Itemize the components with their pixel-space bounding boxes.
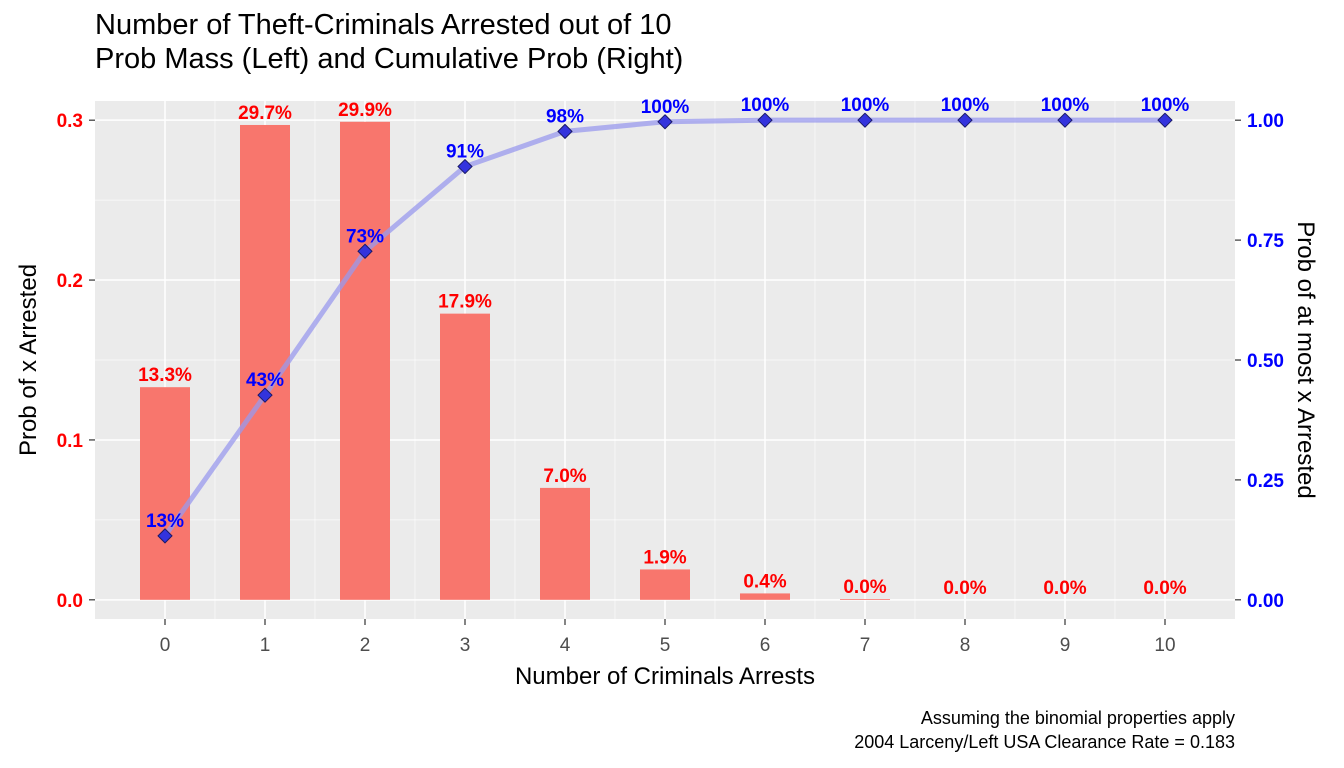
cumulative-point: [557, 123, 573, 140]
bar: [840, 599, 890, 600]
y-tick-label: 0.0: [57, 591, 83, 612]
bar-value-label: 7.0%: [543, 466, 586, 487]
bar-value-label: 0.0%: [1143, 578, 1186, 599]
bar-value-label: 0.0%: [943, 578, 986, 599]
cumulative-point: [157, 528, 173, 544]
cumulative-point: [657, 114, 673, 130]
y-tick-label: 0.3: [57, 111, 83, 132]
chart-caption: Assuming the binomial properties apply 2…: [854, 706, 1235, 754]
y2-tick-label: 1.00: [1247, 111, 1284, 132]
bar: [740, 593, 790, 600]
chart-title-line-2: Prob Mass (Left) and Cumulative Prob (Ri…: [95, 43, 684, 75]
cumulative-value-label: 100%: [841, 95, 890, 116]
x-tick-label: 7: [860, 635, 871, 656]
bar-value-label: 13.3%: [138, 365, 192, 386]
cumulative-point: [757, 112, 773, 128]
x-tick-label: 3: [460, 635, 471, 656]
caption-line-1: Assuming the binomial properties apply: [920, 708, 1235, 728]
x-tick-label: 1: [260, 635, 271, 656]
cumulative-value-label: 91%: [446, 142, 484, 163]
x-tick-label: 5: [660, 635, 671, 656]
y-tick-label: 0.2: [57, 271, 83, 292]
cumulative-point: [857, 112, 873, 128]
bar: [540, 487, 590, 600]
bar-labels: 13.3% 29.7% 29.9% 17.9% 7.0% 1.9% 0.4% 0.0% 0.0%…: [138, 100, 1187, 599]
cumulative-value-label: 100%: [1041, 95, 1090, 116]
y2-tick-label: 0.00: [1247, 591, 1284, 612]
bar-value-label: 0.4%: [743, 571, 786, 592]
cumulative-value-label: 100%: [641, 97, 690, 118]
cumulative-value-label: 100%: [941, 95, 990, 116]
cumulative-value-label: 13%: [146, 511, 184, 532]
bar-value-label: 1.9%: [643, 547, 686, 568]
bar-value-label: 0.0%: [1043, 578, 1086, 599]
cumulative-point: [457, 158, 473, 175]
cumulative-point: [257, 387, 273, 403]
x-axis-title: Number of Criminals Arrests: [515, 663, 815, 690]
bar-value-label: 29.7%: [238, 103, 292, 124]
chart-title: Number of Theft-Criminals Arrested out o…: [95, 8, 683, 76]
bar-value-label: 17.9%: [438, 292, 492, 313]
x-tick-label: 10: [1154, 635, 1175, 656]
bar-value-label: 0.0%: [843, 577, 886, 598]
bar: [240, 124, 290, 600]
x-tick-label: 8: [960, 635, 971, 656]
x-tick-label: 2: [360, 635, 371, 656]
caption-line-2: 2004 Larceny/Left USA Clearance Rate = 0…: [854, 732, 1235, 752]
x-tick-label: 4: [560, 635, 571, 656]
axes: 0.0 0.1 0.2 0.3 0.00 0.25 0.50 0.75 1.00 0 1 2 3 4 5 6 7…: [57, 111, 1285, 656]
bars: [140, 121, 890, 600]
x-tick-label: 9: [1060, 635, 1071, 656]
bar: [140, 387, 190, 600]
cumulative-labels: 13% 43% 73% 91% 98% 100% 100% 100% 100% 100% 100%: [146, 95, 1189, 532]
cumulative-value-label: 100%: [741, 95, 790, 116]
cumulative-value-label: 100%: [1141, 95, 1190, 116]
y-axis-title: Prob of x Arrested: [15, 264, 42, 456]
cumulative-value-label: 43%: [246, 370, 284, 391]
cumulative-point: [957, 112, 973, 128]
bar: [640, 569, 690, 600]
x-tick-label: 0: [160, 635, 171, 656]
cumulative-point: [1057, 112, 1073, 128]
bar-value-label: 29.9%: [338, 100, 392, 121]
x-tick-label: 6: [760, 635, 771, 656]
y2-tick-label: 0.75: [1247, 231, 1284, 252]
cumulative-value-label: 98%: [546, 106, 584, 127]
bar: [340, 121, 390, 600]
bar: [440, 313, 490, 600]
y-tick-label: 0.1: [57, 431, 84, 452]
cumulative-line: [157, 112, 1173, 544]
chart-title-line-1: Number of Theft-Criminals Arrested out o…: [95, 9, 672, 41]
y2-tick-label: 0.25: [1247, 471, 1284, 492]
cumulative-point: [1157, 112, 1173, 128]
cumulative-point: [357, 243, 373, 259]
y2-tick-label: 0.50: [1247, 351, 1284, 372]
cumulative-value-label: 73%: [346, 226, 384, 247]
y2-axis-title: Prob of at most x Arrested: [1292, 221, 1319, 498]
